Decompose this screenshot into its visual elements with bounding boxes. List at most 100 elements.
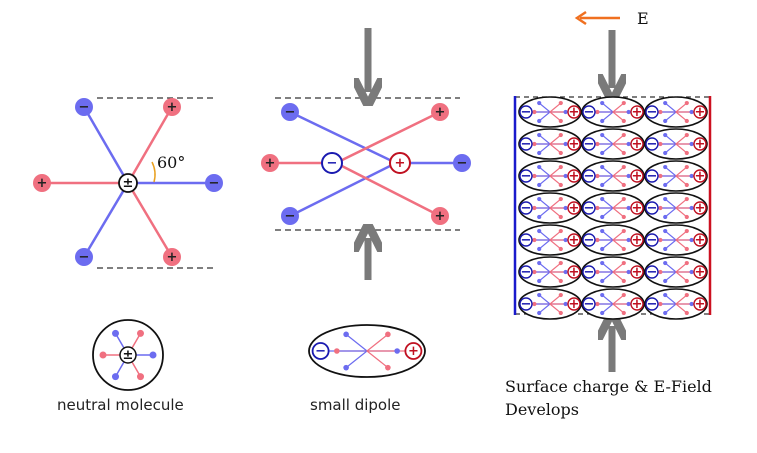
cell-pos-dot-2 xyxy=(558,310,563,316)
cell-neg-dot-0 xyxy=(663,164,668,170)
cell-pos-center-symbol: + xyxy=(569,265,580,280)
cell-pos-dot-2 xyxy=(684,278,689,284)
cell-pos-center xyxy=(630,201,644,215)
cell-pos-center-symbol: + xyxy=(569,233,580,248)
icon-pos-center-symbol: + xyxy=(408,344,419,359)
negative-charge-4-symbol: − xyxy=(79,250,90,265)
cell-pos-dot-1 xyxy=(595,205,600,211)
cell-neg-arm-2 xyxy=(601,143,614,154)
cell-pos-center-symbol: + xyxy=(632,233,643,248)
cell-neg-arm-0 xyxy=(538,230,551,241)
neutral-molecule-label: neutral molecule xyxy=(57,396,184,414)
cell-neg-arm-0 xyxy=(601,294,614,305)
positive-charge-1 xyxy=(261,154,279,172)
lattice-dipole: − + xyxy=(644,96,708,128)
cell-neg-dot-0 xyxy=(600,292,605,298)
negative-charge-0 xyxy=(281,103,299,121)
cell-neg-dot-1 xyxy=(563,173,568,179)
cell-pos-center-symbol: + xyxy=(695,265,706,280)
cell-pos-arm-2 xyxy=(675,239,688,250)
cell-neg-dot-1 xyxy=(563,237,568,243)
positive-charge-0 xyxy=(431,103,449,121)
cell-neg-center-symbol: − xyxy=(647,297,658,312)
cell-neg-arm-0 xyxy=(538,198,551,209)
cell-pos-dot-2 xyxy=(621,278,626,284)
cell-pos-center xyxy=(693,169,707,183)
neutral-center-symbol: ± xyxy=(123,176,134,191)
cell-neg-center-symbol: − xyxy=(521,201,532,216)
cell-pos-dot-1 xyxy=(595,237,600,243)
arm-5 xyxy=(126,181,174,259)
cell-neg-dot-0 xyxy=(600,196,605,202)
cell-pos-arm-2 xyxy=(675,271,688,282)
cell-pos-dot-0 xyxy=(684,292,689,298)
cell-neg-arm-2 xyxy=(601,303,614,314)
cell-neg-dot-0 xyxy=(663,100,668,106)
arm-0 xyxy=(82,105,130,185)
negative-charge-0 xyxy=(75,98,93,116)
icon-neg-center xyxy=(311,342,330,360)
cell-pos-center xyxy=(630,297,644,311)
angle-arc xyxy=(151,161,156,183)
mini-star: ± xyxy=(99,329,157,381)
cell-pos-arm-0 xyxy=(675,134,688,145)
cell-pos-arm-2 xyxy=(612,303,625,314)
lattice-dipole: − + xyxy=(518,128,582,160)
cell-neg-arm-0 xyxy=(538,102,551,113)
cell-pos-arm-2 xyxy=(549,303,562,314)
cell-pos-dot-1 xyxy=(595,173,600,179)
neutral-molecule-panel: − + + − − + ± 60° xyxy=(33,97,223,269)
cell-pos-center-symbol: + xyxy=(695,201,706,216)
dipole-panel: − − − + + + − + xyxy=(261,28,471,280)
cell-pos-arm-2 xyxy=(612,207,625,218)
cell-neg-arm-0 xyxy=(538,294,551,305)
cell-pos-arm-2 xyxy=(612,143,625,154)
cell-neg-dot-0 xyxy=(600,100,605,106)
cell-pos-arm-0 xyxy=(675,262,688,273)
cell-pos-dot-2 xyxy=(558,118,563,124)
cell-neg-dot-2 xyxy=(663,182,668,188)
field-arrow-head xyxy=(574,10,587,26)
dipole-positive-center xyxy=(389,152,411,174)
lattice-dipole: − + xyxy=(518,192,582,224)
cell-pos-dot-0 xyxy=(558,292,563,298)
cell-pos-center-symbol: + xyxy=(632,169,643,184)
cell-neg-arm-0 xyxy=(664,198,677,209)
cell-neg-dot-2 xyxy=(663,278,668,284)
cell-neg-arm-2 xyxy=(664,175,677,186)
lattice-dipole: − + xyxy=(644,160,708,192)
dipole-negative-center-symbol: − xyxy=(327,156,338,171)
lattice-dipole: − + xyxy=(644,256,708,288)
mini-center-symbol: ± xyxy=(123,348,134,363)
cell-neg-dot-2 xyxy=(537,310,542,316)
cell-pos-center xyxy=(567,137,581,151)
cell-pos-center-symbol: + xyxy=(695,137,706,152)
cell-neg-arm-2 xyxy=(538,271,551,282)
cell-neg-center xyxy=(645,137,659,151)
distorted-star: − − − + + + − + xyxy=(261,103,471,225)
cell-pos-arm-0 xyxy=(612,134,625,145)
cell-neg-arm-0 xyxy=(664,262,677,273)
icon-neg-dot-1 xyxy=(394,348,400,354)
field-label: E xyxy=(637,9,649,28)
cell-neg-arm-2 xyxy=(664,111,677,122)
cell-pos-center xyxy=(567,105,581,119)
cell-pos-dot-2 xyxy=(684,118,689,124)
cell-pos-arm-2 xyxy=(549,271,562,282)
cell-neg-center-symbol: − xyxy=(584,297,595,312)
cell-pos-dot-1 xyxy=(595,141,600,147)
cell-pos-dot-2 xyxy=(621,310,626,316)
cell-neg-center xyxy=(645,201,659,215)
negative-charge-4 xyxy=(75,248,93,266)
cell-neg-center xyxy=(519,169,533,183)
cell-neg-center-symbol: − xyxy=(584,201,595,216)
cell-pos-arm-0 xyxy=(675,166,688,177)
cell-neg-arm-0 xyxy=(664,230,677,241)
cell-neg-center xyxy=(519,105,533,119)
cell-neg-dot-0 xyxy=(537,164,542,170)
cell-pos-arm-0 xyxy=(549,230,562,241)
cell-neg-dot-2 xyxy=(663,118,668,124)
cell-pos-arm-2 xyxy=(612,239,625,250)
cell-neg-center-symbol: − xyxy=(647,137,658,152)
icon-neg-center-symbol: − xyxy=(315,344,326,359)
